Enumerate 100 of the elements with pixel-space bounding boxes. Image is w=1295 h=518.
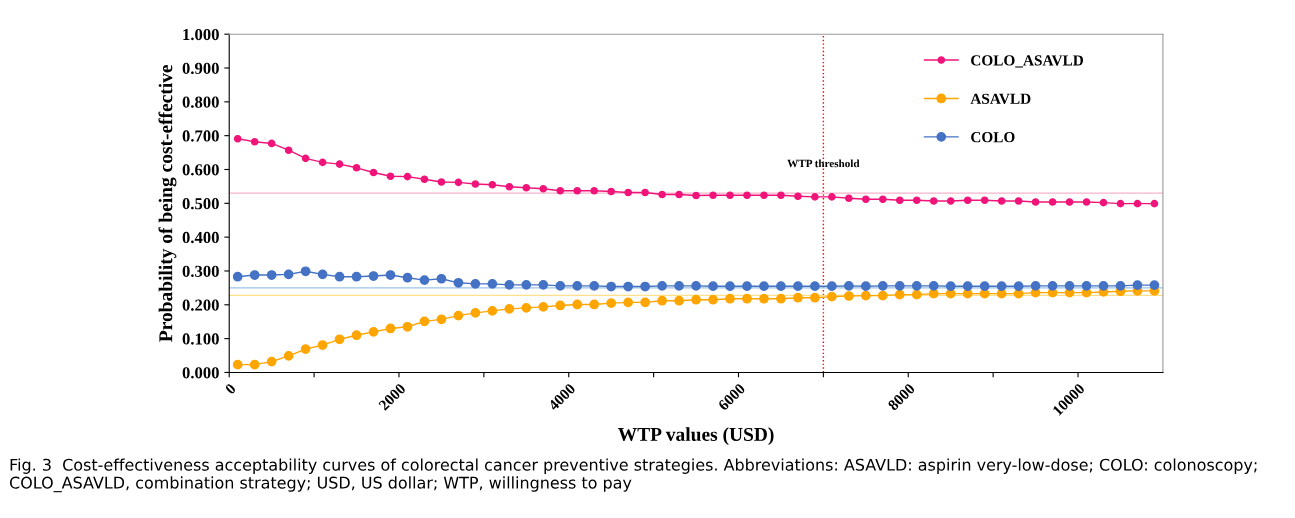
point [572,299,583,310]
point [742,281,752,292]
point [1047,280,1058,291]
point [845,194,853,203]
point [385,270,396,280]
point [249,270,260,280]
point [793,281,803,292]
point [911,280,922,291]
point [1013,281,1024,292]
point [860,281,871,292]
point [352,163,361,172]
point [249,359,260,370]
point [877,290,888,301]
point [794,192,802,201]
point [743,191,751,200]
point [1030,280,1041,291]
point [691,280,701,291]
point [368,271,379,281]
point [827,291,837,302]
point [233,134,242,143]
point [1132,280,1143,291]
point [318,158,327,167]
point [760,191,768,200]
y-tick-label: 0.700 [182,130,219,142]
point [454,178,463,187]
point [878,195,887,204]
point [470,308,481,318]
x-tick-label: 0 [224,382,237,395]
point [606,298,617,308]
y-tick-label: 0.300 [182,265,219,277]
point [300,344,311,354]
y-axis-title: Probability of being cost-effective [158,64,177,342]
point [283,351,294,361]
point [1081,280,1092,291]
legend-label: COLO_ASAVLD [971,55,1084,68]
point [538,301,549,312]
point [487,278,498,289]
point [521,279,532,290]
point [471,180,480,188]
point [505,182,514,191]
point [996,281,1007,292]
point [657,280,667,291]
point [776,293,786,304]
x-axis-title: WTP values (USD) [618,427,774,445]
ref-line-label: WTP threshold [787,159,860,168]
legend-label: COLO [971,132,1015,143]
point [1133,199,1142,208]
point [335,160,344,168]
point [590,186,599,195]
point [810,292,820,303]
point [963,196,972,205]
point [317,269,328,280]
point [284,146,293,155]
point [946,197,955,205]
point [334,334,345,345]
point [623,297,634,308]
point [894,289,905,300]
caption: Fig. 3 Cost-effectiveness acceptability curves of colorectal cancer preventive strategies. Abbreviations: ASAVLD: aspirin very-low-dose; COLO: colonoscopy; COLO_ASAVLD, combination strategy; USD, US dollar; WTP, willingness to pay [9,458,1257,493]
point [623,281,634,292]
point [1150,199,1159,208]
point [1014,197,1023,205]
point [453,277,464,288]
point [725,281,735,292]
point [843,291,854,301]
point [555,300,566,311]
point [334,271,345,282]
point [283,269,294,280]
point [793,292,803,303]
point [843,280,854,291]
point [929,197,938,205]
point [402,321,413,332]
point [1098,280,1109,291]
point [725,293,735,304]
point [420,175,429,184]
point [624,188,632,197]
point [301,154,310,163]
point [538,279,549,290]
point [912,196,921,205]
point [862,195,870,204]
point [640,281,650,292]
point [403,172,412,181]
y-tick-label: 0.800 [182,96,219,108]
point [573,186,582,195]
point [266,356,277,367]
point [674,280,684,291]
point [436,273,447,284]
point [539,184,548,193]
point [437,178,446,186]
point [810,281,820,292]
point [522,183,531,192]
point [726,191,734,200]
point [1048,198,1057,206]
point [232,359,243,370]
point [675,190,683,199]
point [402,272,413,283]
point [1082,198,1091,206]
point [962,281,973,292]
point [572,280,583,291]
point [777,191,785,200]
y-tick-label: 0.500 [182,198,219,210]
